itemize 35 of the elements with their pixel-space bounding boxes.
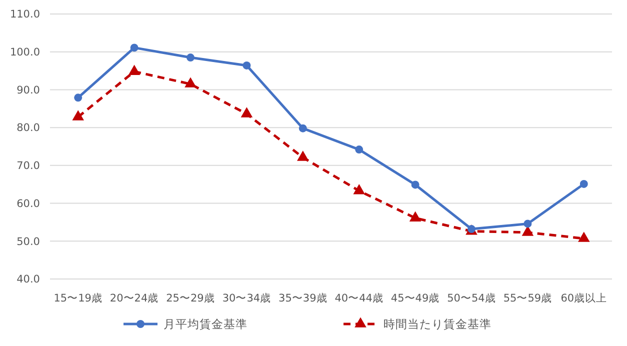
x-tick-label: 35〜39歳: [278, 292, 328, 305]
x-tick-label: 15〜19歳: [54, 292, 102, 305]
x-tick-label: 30〜34歳: [222, 292, 272, 305]
point: [524, 220, 532, 228]
y-tick-label: 60.0: [16, 198, 40, 210]
y-tick-label: 50.0: [16, 236, 40, 248]
point: [297, 150, 309, 161]
x-tick-label: 50〜54歳: [447, 292, 496, 305]
x-tick-label: 20〜24歳: [110, 292, 159, 305]
x-tick-label: 60歳以上: [560, 292, 608, 305]
point: [186, 54, 194, 62]
point: [298, 124, 307, 132]
y-tick-label: 90.0: [16, 84, 40, 96]
y-tick-label: 110.0: [10, 8, 40, 21]
legend-label: 月平均賃金基準: [164, 317, 248, 332]
y-tick-label: 40.0: [16, 274, 40, 286]
y-tick-label: 80.0: [16, 122, 40, 134]
y-tick-label: 70.0: [16, 160, 40, 172]
point: [242, 62, 251, 70]
point: [240, 107, 253, 118]
point: [411, 180, 420, 189]
point: [580, 180, 588, 188]
legend-label: 時間当たり賃金基準: [384, 317, 492, 332]
point: [130, 44, 138, 52]
point: [578, 232, 590, 242]
point: [355, 146, 364, 154]
point: [72, 110, 84, 120]
x-tick-label: 45〜49歳: [390, 292, 440, 305]
x-tick-label: 25〜29歳: [166, 292, 215, 305]
x-tick-label: 55〜59歳: [503, 292, 552, 305]
y-tick-label: 100.0: [10, 46, 40, 59]
point: [409, 211, 422, 222]
point: [74, 94, 82, 102]
point: [353, 184, 365, 194]
x-tick-label: 40〜44歳: [334, 292, 384, 305]
